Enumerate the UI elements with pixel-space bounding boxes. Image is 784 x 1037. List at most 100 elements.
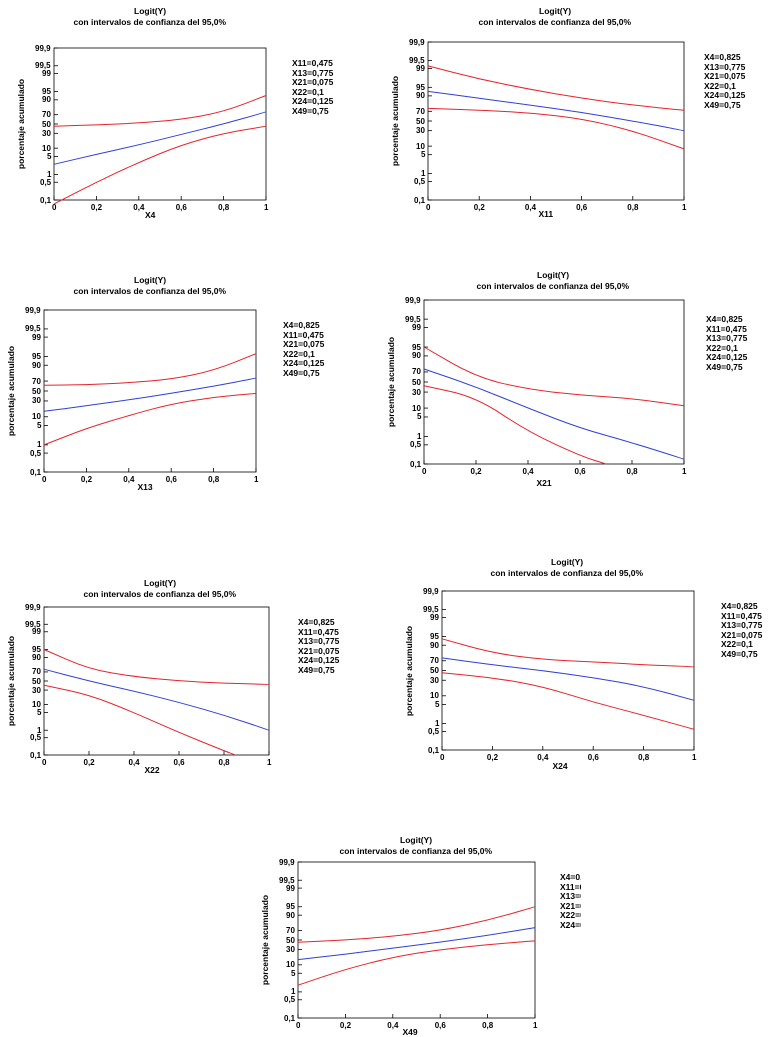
y-tick-label: 90 — [32, 652, 41, 662]
x-axis-label: X11 — [538, 209, 554, 219]
y-tick-label: 0,1 — [30, 467, 42, 477]
series-line-mean — [297, 927, 536, 961]
y-tick-label: 10 — [416, 141, 425, 151]
y-tick-label: 99,9 — [279, 857, 295, 867]
series-line-mean — [441, 657, 695, 701]
y-tick-label: 90 — [286, 910, 295, 920]
series-line-upper — [43, 649, 270, 685]
x-tick-label: 1 — [254, 475, 259, 484]
chart-subtitle: con intervalos de confianza del 95,0% — [476, 281, 630, 291]
x-tick-label: 0,2 — [339, 1021, 352, 1030]
series-line-lower — [423, 385, 607, 465]
x-tick-label: 0,2 — [473, 203, 485, 212]
x-tick-label: 0,4 — [128, 758, 140, 767]
y-tick-label: 10 — [286, 960, 295, 970]
x-tick-label: 0,2 — [486, 753, 499, 762]
x-axis-label: X49 — [402, 1027, 418, 1037]
chart-subtitle: con intervalos de confianza del 95,0% — [73, 17, 227, 27]
y-tick-label: 70 — [286, 925, 295, 935]
x-tick-label: 0,8 — [638, 753, 650, 762]
series-line-lower — [43, 392, 257, 446]
fixed-value-label: X11=0,475 — [560, 882, 581, 892]
fixed-value-label: X49=0,75 — [298, 665, 335, 675]
y-tick-label: 0,1 — [428, 745, 440, 755]
fixed-value-label: X11=0,475 — [721, 610, 762, 621]
x-axis-label: X4 — [145, 210, 156, 220]
y-tick-label: 30 — [32, 396, 41, 406]
chart-title: Logit(Y) — [134, 6, 167, 16]
fixed-value-label: X13=0,775 — [704, 61, 746, 72]
y-tick-label: 0,5 — [410, 440, 422, 450]
y-tick-label: 99 — [32, 332, 41, 342]
y-tick-label: 95 — [430, 632, 439, 642]
fixed-value-label: X49=0,75 — [704, 100, 741, 110]
y-tick-label: 10 — [42, 143, 51, 153]
x-tick-label: 0,8 — [218, 203, 230, 212]
x-tick-label: 0,4 — [387, 1021, 399, 1030]
fixed-value-label: X4=0,825 — [721, 601, 758, 611]
y-tick-label: 95 — [32, 644, 41, 654]
y-tick-label: 30 — [430, 675, 439, 685]
series-line-lower — [297, 940, 536, 986]
x-axis-label: X13 — [137, 482, 153, 492]
series-line-upper — [297, 906, 536, 943]
x-tick-label: 1 — [682, 203, 687, 212]
y-tick-label: 99,5 — [35, 61, 51, 71]
fixed-value-label: X11=0,475 — [283, 329, 324, 340]
fixed-value-label: X24=0,125 — [298, 655, 340, 666]
y-tick-label: 0,5 — [428, 726, 440, 736]
y-tick-label: 0,1 — [284, 1013, 296, 1023]
y-tick-label: 0,5 — [40, 177, 52, 187]
y-tick-label: 1 — [47, 170, 52, 180]
y-tick-label: 0,5 — [414, 177, 426, 187]
x-tick-label: 0,8 — [626, 467, 638, 476]
fixed-value-label: X22=0,1 — [704, 80, 736, 91]
y-tick-label: 99 — [286, 883, 295, 893]
y-tick-label: 0,1 — [40, 195, 52, 205]
fixed-value-label: X21=0,075 — [704, 71, 746, 82]
chart-title: Logit(Y) — [400, 835, 433, 845]
y-tick-label: 99 — [42, 68, 51, 78]
x-tick-label: 0,4 — [133, 203, 145, 212]
fixed-value-label: X4=0,825 — [283, 320, 320, 330]
y-tick-label: 99 — [32, 627, 41, 637]
x-tick-label: 0,8 — [208, 475, 220, 484]
y-tick-label: 70 — [32, 376, 41, 386]
x-tick-label: 1 — [682, 467, 687, 476]
x-tick-label: 0,4 — [123, 475, 135, 484]
y-tick-label: 5 — [435, 699, 440, 709]
plot-frame — [297, 861, 536, 1019]
y-tick-label: 70 — [430, 656, 439, 666]
fixed-value-label: X4=0,825 — [706, 314, 743, 324]
x-tick-label: 0,8 — [218, 758, 230, 767]
y-tick-label: 90 — [42, 95, 51, 105]
y-tick-label: 30 — [416, 126, 425, 136]
fixed-value-label: X49=0,75 — [283, 368, 320, 378]
y-tick-label: 99,9 — [25, 602, 41, 612]
y-tick-label: 99,5 — [409, 55, 425, 65]
y-tick-label: 99,5 — [423, 605, 439, 615]
y-tick-label: 99,9 — [405, 295, 421, 305]
x-axis-label: X21 — [536, 478, 552, 488]
fixed-value-label: X21=0,075 — [298, 645, 340, 656]
y-tick-label: 95 — [416, 82, 425, 92]
x-axis-label: X24 — [552, 761, 568, 771]
y-tick-label: 30 — [412, 387, 421, 397]
y-tick-label: 1 — [417, 432, 422, 442]
y-tick-label: 30 — [42, 128, 51, 138]
y-tick-label: 0,5 — [30, 448, 42, 458]
y-tick-label: 50 — [32, 676, 41, 686]
chart-subtitle: con intervalos de confianza del 95,0% — [478, 17, 632, 27]
x-tick-label: 1 — [264, 203, 269, 212]
y-tick-label: 5 — [417, 412, 422, 422]
y-tick-label: 90 — [412, 351, 421, 361]
y-tick-label: 1 — [421, 169, 426, 179]
x-tick-label: 0,2 — [80, 475, 93, 484]
y-tick-label: 95 — [32, 351, 41, 361]
fixed-value-label: X4=0,825 — [298, 617, 335, 627]
x-tick-label: 1 — [692, 753, 697, 762]
x-tick-label: 0,6 — [576, 203, 588, 212]
y-tick-label: 0,1 — [30, 750, 42, 760]
y-tick-label: 50 — [32, 386, 41, 396]
